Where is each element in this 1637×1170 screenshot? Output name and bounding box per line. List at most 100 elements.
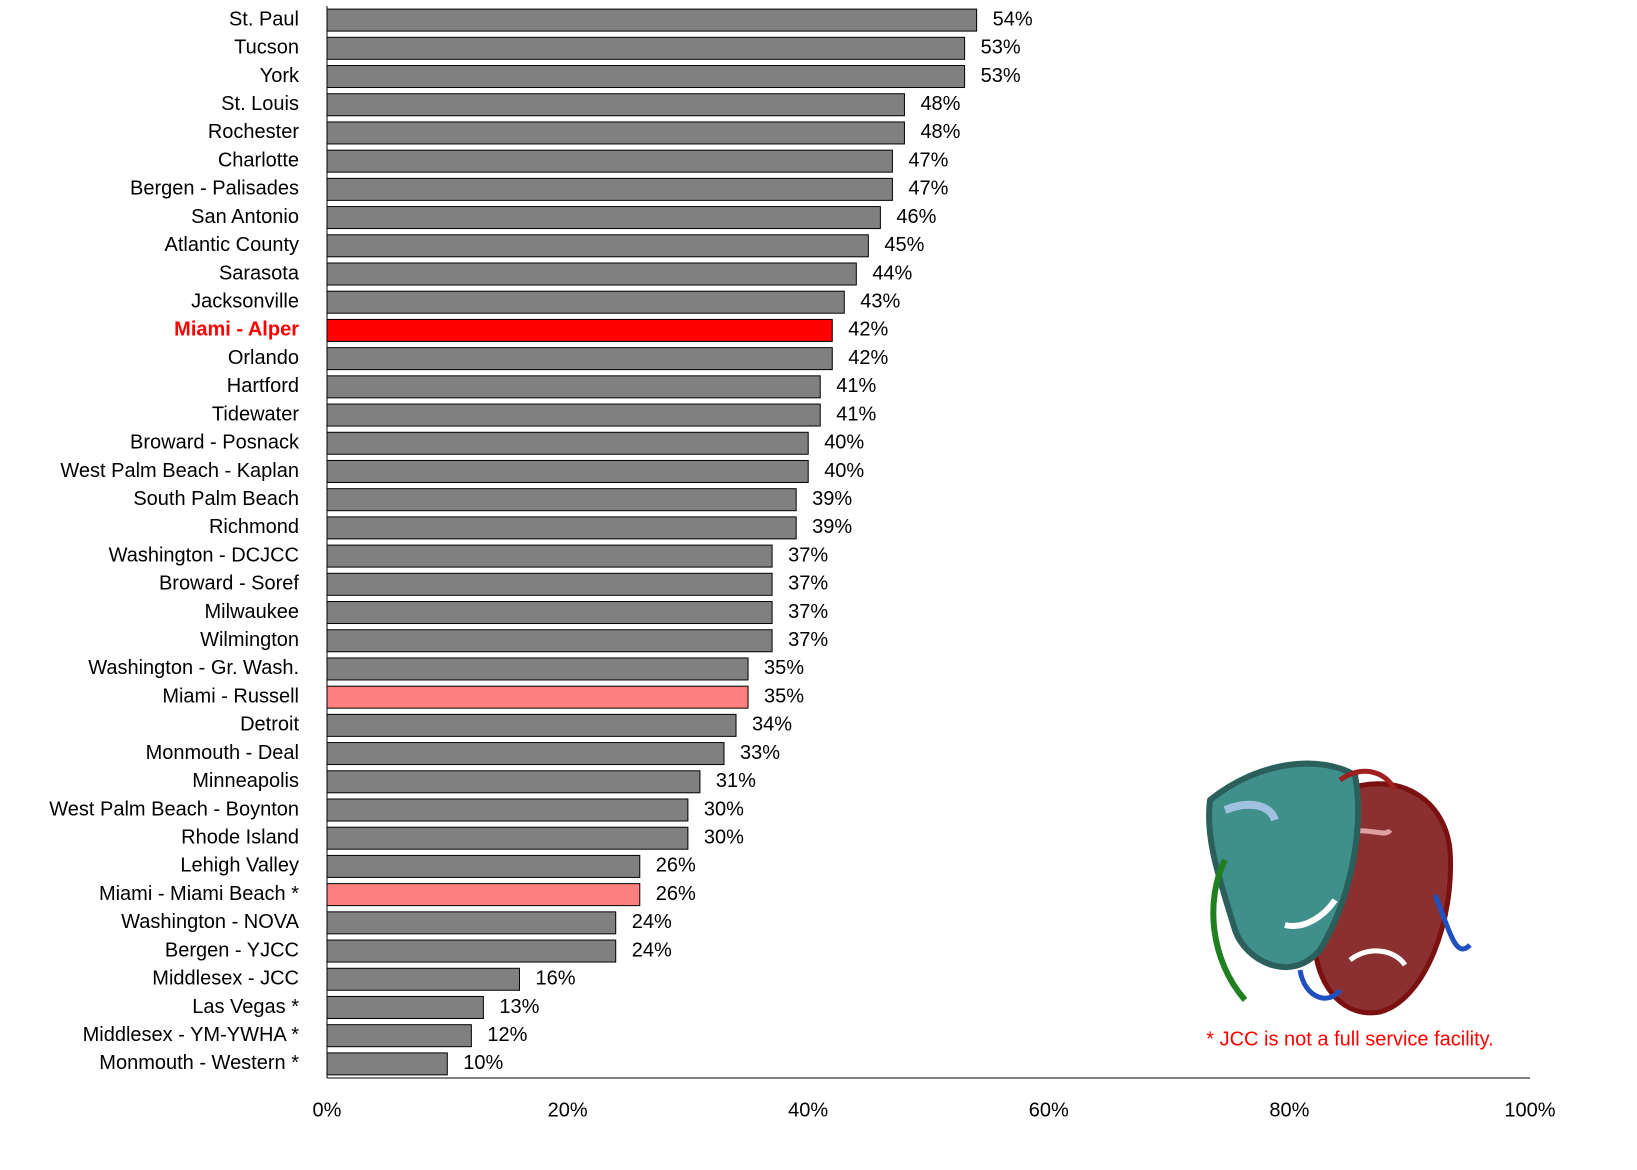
- value-label: 37%: [788, 629, 828, 651]
- bar: [326, 65, 966, 89]
- value-label: 37%: [788, 573, 828, 595]
- bar: [326, 177, 893, 201]
- bar: [326, 318, 833, 342]
- value-label: 40%: [824, 432, 864, 454]
- bar: [326, 1024, 472, 1048]
- y-tick-label: Broward - Posnack: [130, 432, 300, 454]
- y-tick-label: Charlotte: [218, 149, 299, 171]
- value-label: 53%: [981, 37, 1021, 59]
- y-tick-label: Washington - Gr. Wash.: [88, 657, 299, 679]
- bar: [326, 290, 845, 314]
- value-label: 31%: [716, 770, 756, 792]
- value-label: 42%: [848, 319, 888, 341]
- y-tick-label: Atlantic County: [164, 234, 299, 256]
- y-tick-label: Lehigh Valley: [180, 855, 299, 877]
- bar: [326, 883, 641, 907]
- y-tick-label: Detroit: [240, 714, 299, 736]
- bar: [326, 544, 773, 568]
- y-tick-label: Washington - NOVA: [121, 911, 300, 933]
- value-label: 30%: [704, 826, 744, 848]
- bar: [326, 911, 617, 935]
- value-label: 30%: [704, 798, 744, 820]
- x-tick-label: 20%: [548, 1099, 588, 1121]
- x-tick-label: 0%: [313, 1099, 342, 1121]
- y-tick-label: Rochester: [208, 121, 299, 143]
- y-tick-label: Miami - Alper: [174, 319, 299, 341]
- y-tick-label: Middlesex - JCC: [152, 968, 299, 990]
- bar: [326, 431, 809, 455]
- y-tick-label: St. Louis: [221, 93, 299, 115]
- bar: [326, 967, 520, 991]
- y-tick-label: Bergen - Palisades: [130, 178, 299, 200]
- y-tick-label: Las Vegas *: [192, 996, 299, 1018]
- x-tick-label: 100%: [1504, 1099, 1555, 1121]
- value-label: 40%: [824, 460, 864, 482]
- y-tick-label: Miami - Russell: [162, 685, 299, 707]
- x-tick-label: 40%: [788, 1099, 828, 1121]
- bar: [326, 516, 797, 540]
- value-label: 47%: [908, 178, 948, 200]
- y-tick-label: St. Paul: [229, 8, 299, 30]
- y-tick-label: Minneapolis: [192, 770, 299, 792]
- y-tick-label: South Palm Beach: [133, 488, 299, 510]
- value-label: 47%: [908, 149, 948, 171]
- y-tick-label: Hartford: [227, 375, 299, 397]
- y-tick-label: San Antonio: [191, 206, 299, 228]
- y-tick-label: Middlesex - YM-YWHA *: [83, 1024, 300, 1046]
- x-tick-label: 60%: [1029, 1099, 1069, 1121]
- y-tick-label: West Palm Beach - Kaplan: [60, 460, 299, 482]
- y-tick-label: Tucson: [234, 37, 299, 59]
- value-label: 33%: [740, 742, 780, 764]
- y-tick-label: Monmouth - Western *: [99, 1052, 299, 1074]
- y-tick-label: Washington - DCJCC: [109, 544, 299, 566]
- bar: [326, 459, 809, 483]
- x-tick-label: 80%: [1269, 1099, 1309, 1121]
- bar: [326, 629, 773, 653]
- value-label: 39%: [812, 488, 852, 510]
- bar: [326, 742, 725, 766]
- value-label: 13%: [499, 996, 539, 1018]
- bar: [326, 854, 641, 878]
- value-label: 24%: [632, 911, 672, 933]
- bar: [326, 234, 869, 258]
- value-label: 12%: [487, 1024, 527, 1046]
- bar: [326, 601, 773, 625]
- bar: [326, 685, 749, 709]
- value-label: 37%: [788, 544, 828, 566]
- bar: [326, 121, 905, 145]
- y-tick-label: Broward - Soref: [159, 573, 299, 595]
- value-label: 35%: [764, 657, 804, 679]
- value-label: 46%: [896, 206, 936, 228]
- footnote: * JCC is not a full service facility.: [1206, 1028, 1494, 1050]
- y-tick-label: Miami - Miami Beach *: [99, 883, 299, 905]
- bar: [326, 347, 833, 371]
- y-tick-label: Sarasota: [219, 262, 300, 284]
- value-label: 35%: [764, 685, 804, 707]
- bar: [326, 93, 905, 117]
- bar: [326, 262, 857, 286]
- value-label: 26%: [656, 883, 696, 905]
- bar: [326, 770, 701, 794]
- bar: [326, 488, 797, 512]
- value-label: 41%: [836, 403, 876, 425]
- bar: [326, 657, 749, 681]
- value-label: 48%: [920, 93, 960, 115]
- y-tick-label: Monmouth - Deal: [146, 742, 299, 764]
- bar: [326, 206, 881, 230]
- value-label: 44%: [872, 262, 912, 284]
- y-tick-label: Richmond: [209, 516, 299, 538]
- value-label: 39%: [812, 516, 852, 538]
- bar: [326, 8, 978, 32]
- bar: [326, 939, 617, 963]
- value-label: 42%: [848, 347, 888, 369]
- bar: [326, 572, 773, 596]
- y-tick-label: Rhode Island: [181, 826, 299, 848]
- bar: [326, 826, 689, 850]
- y-tick-label: Bergen - YJCC: [165, 939, 299, 961]
- y-tick-label: Milwaukee: [205, 601, 299, 623]
- value-label: 10%: [463, 1052, 503, 1074]
- bar: [326, 36, 966, 60]
- y-tick-label: York: [260, 65, 300, 87]
- y-tick-label: West Palm Beach - Boynton: [49, 798, 299, 820]
